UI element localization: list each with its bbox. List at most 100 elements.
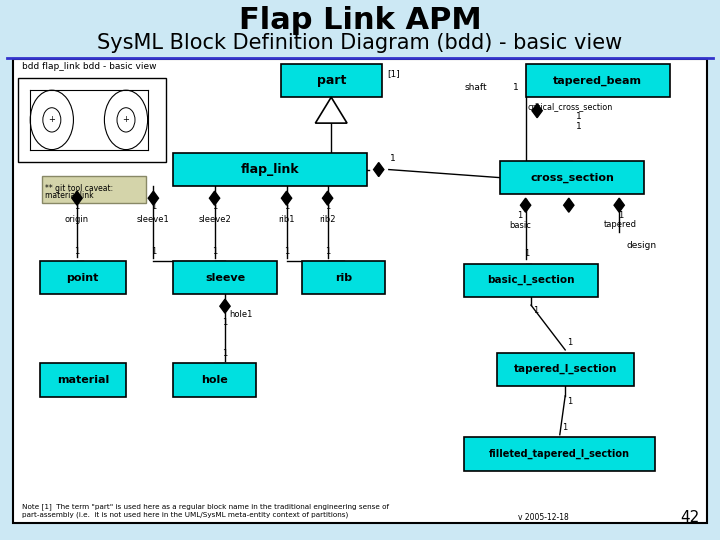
Point — [220, 360, 229, 367]
Text: +: + — [48, 116, 55, 124]
Polygon shape — [210, 191, 220, 205]
Bar — [281, 64, 382, 97]
Point — [282, 258, 291, 264]
Bar — [173, 261, 277, 294]
Point — [282, 255, 291, 261]
Text: bdd flap_link bdd - basic view: bdd flap_link bdd - basic view — [22, 63, 156, 71]
Text: 1: 1 — [284, 247, 289, 255]
Point — [26, 87, 35, 93]
Point — [73, 253, 81, 260]
Bar — [18, 78, 166, 162]
Text: material link: material link — [45, 191, 94, 200]
Point — [210, 255, 219, 261]
Point — [149, 255, 158, 261]
Text: rib: rib — [336, 273, 352, 282]
Point — [340, 258, 348, 264]
Point — [73, 188, 81, 195]
Point — [327, 150, 336, 156]
Text: 42: 42 — [680, 510, 700, 525]
Text: 1: 1 — [576, 123, 582, 131]
Bar — [464, 437, 655, 471]
Text: basic_l_section: basic_l_section — [487, 275, 575, 286]
Text: 1: 1 — [524, 249, 530, 258]
Point — [220, 296, 229, 303]
Text: critical_cross_section: critical_cross_section — [528, 103, 613, 111]
Text: 1: 1 — [576, 112, 582, 120]
Point — [220, 357, 229, 364]
Text: 1: 1 — [567, 397, 572, 406]
Text: hole1: hole1 — [229, 310, 253, 319]
Text: 1: 1 — [150, 247, 156, 255]
Point — [26, 147, 35, 153]
Text: 1: 1 — [150, 202, 156, 211]
Point — [521, 260, 530, 267]
Point — [384, 166, 393, 173]
Point — [323, 258, 332, 264]
Bar — [40, 261, 126, 294]
Text: 1: 1 — [325, 247, 330, 255]
Polygon shape — [521, 198, 531, 212]
Point — [323, 255, 332, 261]
Text: SysML Block Definition Diagram (bdd) - basic view: SysML Block Definition Diagram (bdd) - b… — [97, 33, 623, 53]
Bar — [40, 363, 126, 397]
Point — [73, 201, 81, 208]
Text: 1: 1 — [325, 202, 330, 211]
Text: hole: hole — [201, 375, 228, 385]
Text: material: material — [57, 375, 109, 385]
Point — [496, 174, 505, 181]
Text: sleeve: sleeve — [205, 273, 245, 282]
Point — [561, 347, 570, 353]
Text: 1: 1 — [222, 349, 228, 358]
Polygon shape — [374, 163, 384, 177]
Point — [521, 94, 530, 100]
Point — [527, 294, 536, 300]
Point — [561, 393, 570, 399]
Bar — [173, 153, 367, 186]
Point — [149, 258, 158, 264]
Text: origin: origin — [65, 215, 89, 224]
Text: 1: 1 — [567, 339, 572, 347]
Point — [527, 302, 536, 308]
Bar — [42, 176, 146, 203]
Text: ** git tool caveat:: ** git tool caveat: — [45, 184, 114, 193]
Text: 1: 1 — [74, 247, 80, 255]
Point — [568, 158, 577, 164]
Polygon shape — [315, 97, 347, 123]
Text: [1]: [1] — [387, 69, 400, 78]
Text: basic: basic — [509, 221, 531, 230]
Point — [143, 87, 152, 93]
Text: 1: 1 — [534, 306, 539, 315]
Point — [220, 258, 229, 264]
Point — [364, 166, 373, 173]
Point — [561, 383, 570, 389]
Text: 1: 1 — [284, 202, 289, 211]
Point — [323, 188, 332, 195]
Point — [282, 188, 291, 195]
Text: 1: 1 — [222, 319, 228, 327]
Text: sleeve1: sleeve1 — [137, 215, 170, 224]
Point — [210, 360, 219, 367]
Text: sleeve2: sleeve2 — [198, 215, 231, 224]
Point — [282, 183, 291, 190]
Point — [210, 258, 219, 264]
Bar — [526, 64, 670, 97]
Polygon shape — [282, 191, 292, 205]
Point — [527, 260, 536, 267]
Point — [210, 183, 219, 190]
Point — [556, 431, 564, 438]
Point — [561, 393, 570, 399]
Polygon shape — [72, 191, 82, 205]
Text: flap_link: flap_link — [240, 163, 300, 176]
Point — [143, 147, 152, 153]
Text: shaft: shaft — [464, 83, 487, 92]
Text: 1: 1 — [212, 247, 217, 255]
Polygon shape — [148, 191, 158, 205]
Point — [521, 158, 530, 164]
Line: 2 pts: 2 pts — [531, 305, 565, 350]
Point — [210, 188, 219, 195]
Point — [327, 120, 336, 126]
Text: 1: 1 — [74, 202, 80, 211]
Point — [282, 201, 291, 208]
Point — [615, 229, 624, 235]
Text: 1: 1 — [513, 83, 518, 92]
